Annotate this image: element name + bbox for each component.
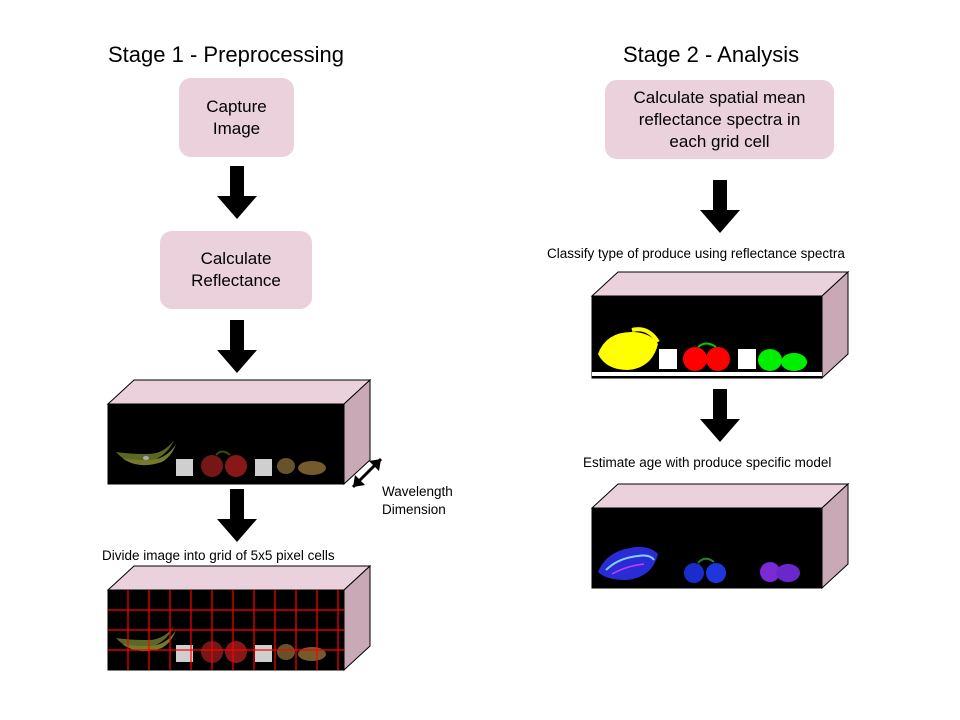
- down-arrow-icon: [700, 180, 740, 233]
- produce-image: [116, 626, 326, 663]
- reflectance-hypercube: [106, 378, 372, 486]
- classify-caption: Classify type of produce using reflectan…: [547, 246, 845, 261]
- red-grid-overlay: [108, 590, 344, 670]
- age-estimation-hypercube: [590, 482, 850, 590]
- gridded-hypercube: [106, 564, 372, 672]
- spatial-mean-step: Calculate spatial mean reflectance spect…: [605, 80, 834, 159]
- double-arrow-icon: [351, 457, 383, 489]
- grid-caption: Divide image into grid of 5x5 pixel cell…: [102, 548, 335, 563]
- down-arrow-icon: [217, 489, 257, 542]
- calculate-reflectance-step: Calculate Reflectance: [160, 231, 312, 309]
- cube-top-face: [590, 271, 850, 297]
- cube-top-face: [590, 483, 850, 509]
- classified-produce: [592, 327, 822, 376]
- age-caption: Estimate age with produce specific model: [583, 455, 832, 470]
- spatial-mean-label: Calculate spatial mean reflectance spect…: [633, 87, 806, 151]
- age-heatmap-produce: [598, 546, 800, 583]
- capture-image-step: Capture Image: [179, 78, 294, 157]
- cube-top-face: [106, 565, 372, 591]
- capture-image-label: Capture Image: [206, 96, 267, 138]
- stage2-title: Stage 2 - Analysis: [623, 42, 800, 67]
- classification-hypercube: [590, 270, 850, 380]
- down-arrow-icon: [700, 389, 740, 442]
- stage1-title: Stage 1 - Preprocessing: [108, 42, 345, 67]
- down-arrow-icon: [217, 320, 257, 373]
- produce-image: [116, 440, 326, 477]
- calculate-reflectance-label: Calculate Reflectance: [191, 249, 281, 290]
- cube-top-face: [106, 379, 372, 405]
- down-arrow-icon: [217, 166, 257, 219]
- wavelength-dimension-label: Wavelength Dimension: [382, 484, 453, 517]
